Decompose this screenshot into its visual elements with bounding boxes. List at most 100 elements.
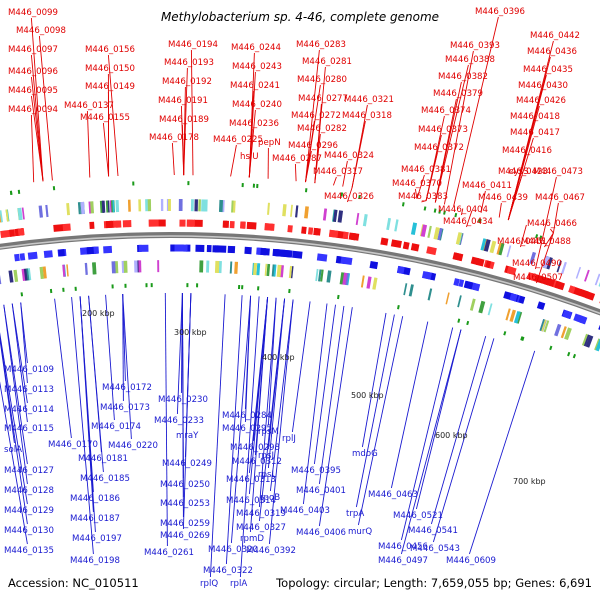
gene-label-reverse: M446_0253 <box>160 499 210 509</box>
annotation-feature <box>219 261 222 273</box>
reverse-gene <box>280 249 288 257</box>
gene-label-reverse: M446_0129 <box>4 506 54 516</box>
forward-gene <box>187 220 193 227</box>
forward-gene <box>313 228 318 235</box>
leader-line <box>210 294 225 577</box>
gene-label-reverse: rpmD <box>240 534 264 544</box>
gene-label-reverse: M446_0185 <box>80 474 130 484</box>
gene-label-forward: M446_0150 <box>85 64 135 74</box>
annotation-feature <box>157 260 159 272</box>
annotation-feature <box>45 205 48 217</box>
forward-gene <box>351 233 359 241</box>
annotation-feature <box>13 270 18 282</box>
topology-text: Topology: circular; Length: 7,659,055 bp… <box>276 576 592 590</box>
gene-label-reverse: M446_0312 <box>232 457 282 467</box>
annotation-feature <box>111 261 115 273</box>
gene-label-forward: M446_0191 <box>158 96 208 106</box>
gene-label-forward: M446_0282 <box>297 124 347 134</box>
annotation-feature <box>85 263 88 275</box>
annotation-feature <box>0 272 1 284</box>
gene-label-forward: M446_0244 <box>231 43 281 53</box>
forward-gene <box>106 221 114 228</box>
reverse-gene <box>170 244 174 251</box>
gene-label-reverse: M446_0135 <box>4 546 54 556</box>
gene-label-forward: M446_0488 <box>521 237 571 247</box>
gene-label-reverse: rpsM <box>258 427 279 437</box>
footer: Accession: NC_010511 Topology: circular;… <box>6 576 592 592</box>
reverse-gene <box>195 245 204 252</box>
leader-line <box>391 322 427 488</box>
forward-gene <box>453 252 462 261</box>
gene-label-reverse: M446_0115 <box>4 424 54 434</box>
gene-label-forward: M446_0317 <box>313 167 363 177</box>
gene-label-reverse: M446_0259 <box>160 519 210 529</box>
gene-label-forward: M446_0439 <box>478 193 528 203</box>
rna-marker <box>112 284 114 288</box>
gene-label-forward: cysS <box>509 167 529 177</box>
annotation-feature <box>386 218 391 230</box>
reverse-gene <box>336 256 342 264</box>
gene-labels: M446_0099M446_0098M446_0097M446_0096M446… <box>4 7 585 589</box>
annotation-feature <box>161 199 163 211</box>
gene-label-reverse: M446_0172 <box>102 383 152 393</box>
annotation-feature <box>115 200 119 212</box>
annotation-feature <box>147 199 151 211</box>
annotation-feature <box>219 200 223 212</box>
reverse-gene <box>207 245 212 252</box>
gene-label-forward: M446_0097 <box>8 45 58 55</box>
reverse-gene <box>139 245 149 252</box>
gene-label-forward: M446_0236 <box>229 119 279 129</box>
gene-label-reverse: rplJ <box>282 434 296 444</box>
forward-gene <box>329 230 337 238</box>
annotation-feature <box>394 219 398 231</box>
genome-backbone <box>0 235 600 429</box>
gene-label-reverse: M446_0395 <box>291 466 341 476</box>
gene-label-reverse: trpA <box>346 509 364 519</box>
leader-line <box>499 203 501 218</box>
rna-marker <box>288 289 290 293</box>
annotation-feature <box>372 277 377 289</box>
gene-label-reverse: M446_0284 <box>222 411 272 421</box>
forward-gene <box>230 221 235 228</box>
gene-label-reverse: M446_0230 <box>158 395 208 405</box>
gene-label-forward: M446_0411 <box>462 181 512 191</box>
forward-gene <box>224 221 229 228</box>
annotation-feature <box>295 205 298 217</box>
forward-gene <box>113 220 121 227</box>
leader-line <box>362 313 386 447</box>
annotation-feature <box>39 205 43 217</box>
annotation-feature <box>230 261 233 273</box>
tick-label: 300 kbp <box>174 328 207 337</box>
gene-label-forward: M446_0095 <box>8 86 58 96</box>
annotation-feature <box>361 275 365 287</box>
annotation-feature <box>8 270 13 282</box>
leader-line <box>292 301 310 432</box>
rna-marker <box>434 208 437 212</box>
rna-marker <box>62 288 64 292</box>
annotation-feature <box>366 276 371 288</box>
gene-label-reverse: solA <box>4 445 22 455</box>
annotation-feature <box>179 199 183 211</box>
reverse-gene <box>317 253 328 261</box>
gene-label-forward: pepN <box>258 138 281 148</box>
annotation-feature <box>66 203 70 215</box>
gene-label-reverse: M446_0322 <box>203 566 253 576</box>
gene-label-reverse: M446_0261 <box>144 548 194 558</box>
annotation-feature <box>128 200 131 212</box>
annotation-feature <box>595 274 600 286</box>
annotation-feature <box>145 199 148 211</box>
gene-label-reverse: M446_0250 <box>160 480 210 490</box>
annotation-feature <box>490 241 497 254</box>
tick-label: 600 kbp <box>435 431 468 440</box>
leader-line <box>231 145 237 176</box>
forward-gene <box>63 223 71 231</box>
tick-label: 400 kbp <box>262 353 295 362</box>
gene-label-forward: M446_0324 <box>324 151 374 161</box>
forward-gene <box>301 226 307 233</box>
gene-label-reverse: M446_0114 <box>4 405 54 415</box>
genome-map-view: Methylobacterium sp. 4-46, complete geno… <box>0 0 600 600</box>
gene-label-reverse: rpsJ <box>258 451 274 461</box>
gene-label-forward: M446_0374 <box>421 106 471 116</box>
annotation-feature <box>363 214 368 226</box>
gene-label-forward: M446_0241 <box>230 81 280 91</box>
